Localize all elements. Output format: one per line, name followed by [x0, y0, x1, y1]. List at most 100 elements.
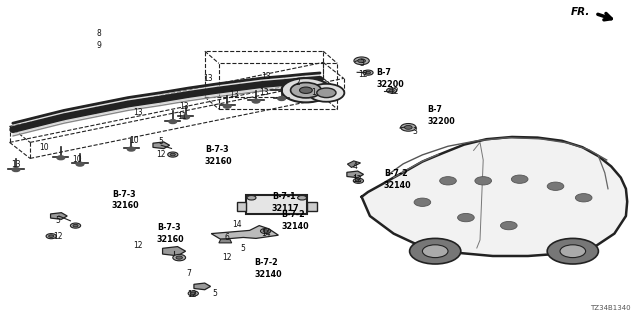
Text: 11: 11 — [178, 112, 187, 121]
Circle shape — [260, 228, 271, 234]
Circle shape — [458, 213, 474, 222]
Text: 2: 2 — [295, 78, 300, 87]
Circle shape — [173, 254, 186, 261]
Polygon shape — [160, 88, 189, 104]
Polygon shape — [128, 93, 160, 109]
Circle shape — [354, 57, 369, 65]
Circle shape — [170, 153, 175, 156]
Text: 5: 5 — [241, 244, 246, 253]
Circle shape — [358, 59, 365, 63]
FancyBboxPatch shape — [237, 202, 246, 211]
Circle shape — [353, 178, 364, 183]
Text: B-7
32200: B-7 32200 — [376, 68, 404, 89]
Text: B-7-3
32160: B-7-3 32160 — [157, 223, 184, 244]
Polygon shape — [38, 110, 64, 128]
Text: B-7-2
32140: B-7-2 32140 — [282, 211, 309, 231]
Text: 9: 9 — [97, 41, 102, 50]
Text: 10: 10 — [38, 143, 49, 152]
Text: 4: 4 — [353, 162, 358, 171]
Text: 14: 14 — [260, 229, 271, 238]
Polygon shape — [240, 78, 262, 92]
Text: 10: 10 — [72, 155, 82, 164]
Text: 12: 12 — [223, 253, 232, 262]
Text: 5: 5 — [159, 137, 164, 146]
FancyBboxPatch shape — [307, 202, 317, 211]
Text: 12: 12 — [358, 70, 367, 79]
Text: 5: 5 — [212, 289, 217, 298]
Polygon shape — [189, 84, 218, 99]
Polygon shape — [194, 283, 211, 290]
Polygon shape — [362, 137, 627, 256]
Text: B-7-3
32160: B-7-3 32160 — [112, 189, 140, 211]
Circle shape — [404, 125, 412, 129]
Text: 3: 3 — [360, 60, 365, 68]
Circle shape — [575, 194, 592, 202]
Text: 13: 13 — [203, 74, 213, 83]
Circle shape — [282, 78, 330, 102]
Text: 1: 1 — [311, 88, 316, 97]
Text: 13: 13 — [259, 88, 269, 97]
Polygon shape — [348, 161, 360, 167]
Polygon shape — [64, 104, 96, 122]
Circle shape — [365, 71, 371, 74]
Text: FR.: FR. — [571, 7, 590, 17]
Circle shape — [12, 168, 20, 172]
Text: 13: 13 — [228, 90, 239, 99]
Text: 12: 12 — [188, 290, 196, 299]
Circle shape — [263, 230, 268, 232]
Circle shape — [389, 89, 394, 92]
Circle shape — [560, 245, 586, 258]
Circle shape — [73, 224, 78, 227]
Circle shape — [547, 182, 564, 190]
Text: 5: 5 — [55, 216, 60, 225]
Text: B-7
32200: B-7 32200 — [428, 105, 455, 125]
Text: 14: 14 — [232, 220, 242, 229]
Circle shape — [317, 88, 336, 98]
Circle shape — [363, 70, 373, 75]
Text: 13: 13 — [132, 108, 143, 117]
Circle shape — [500, 221, 517, 230]
Circle shape — [291, 83, 321, 98]
Polygon shape — [304, 73, 320, 85]
Text: 12: 12 — [157, 150, 166, 159]
Polygon shape — [51, 213, 67, 219]
Polygon shape — [153, 142, 170, 148]
Circle shape — [70, 223, 81, 228]
Circle shape — [308, 84, 344, 102]
Text: 3: 3 — [412, 127, 417, 136]
Circle shape — [475, 177, 492, 185]
Circle shape — [410, 238, 461, 264]
Circle shape — [49, 235, 54, 237]
Text: 13: 13 — [11, 160, 21, 169]
Circle shape — [278, 97, 285, 100]
Polygon shape — [13, 117, 38, 134]
Circle shape — [168, 152, 178, 157]
Polygon shape — [163, 247, 186, 256]
Circle shape — [191, 292, 196, 295]
Text: 13: 13 — [179, 102, 189, 111]
Circle shape — [46, 234, 56, 239]
Circle shape — [188, 291, 198, 296]
Polygon shape — [211, 226, 278, 239]
Text: 10: 10 — [129, 136, 140, 145]
Text: 8: 8 — [97, 29, 102, 38]
Circle shape — [169, 120, 177, 124]
Text: 12: 12 — [389, 87, 398, 96]
FancyBboxPatch shape — [246, 195, 307, 214]
Circle shape — [440, 177, 456, 185]
Circle shape — [298, 196, 307, 200]
Polygon shape — [219, 239, 232, 243]
Text: TZ34B1340: TZ34B1340 — [590, 305, 630, 311]
Circle shape — [252, 99, 260, 103]
Text: 12: 12 — [353, 175, 362, 184]
Text: 12: 12 — [53, 232, 62, 241]
Polygon shape — [96, 98, 128, 115]
Text: B-7-2
32140: B-7-2 32140 — [384, 169, 412, 189]
Circle shape — [401, 124, 416, 131]
Text: B-7-3
32160: B-7-3 32160 — [205, 145, 232, 166]
Text: 6: 6 — [225, 233, 230, 242]
Polygon shape — [218, 81, 240, 95]
Circle shape — [182, 115, 189, 119]
Circle shape — [422, 245, 448, 258]
Circle shape — [247, 196, 256, 200]
